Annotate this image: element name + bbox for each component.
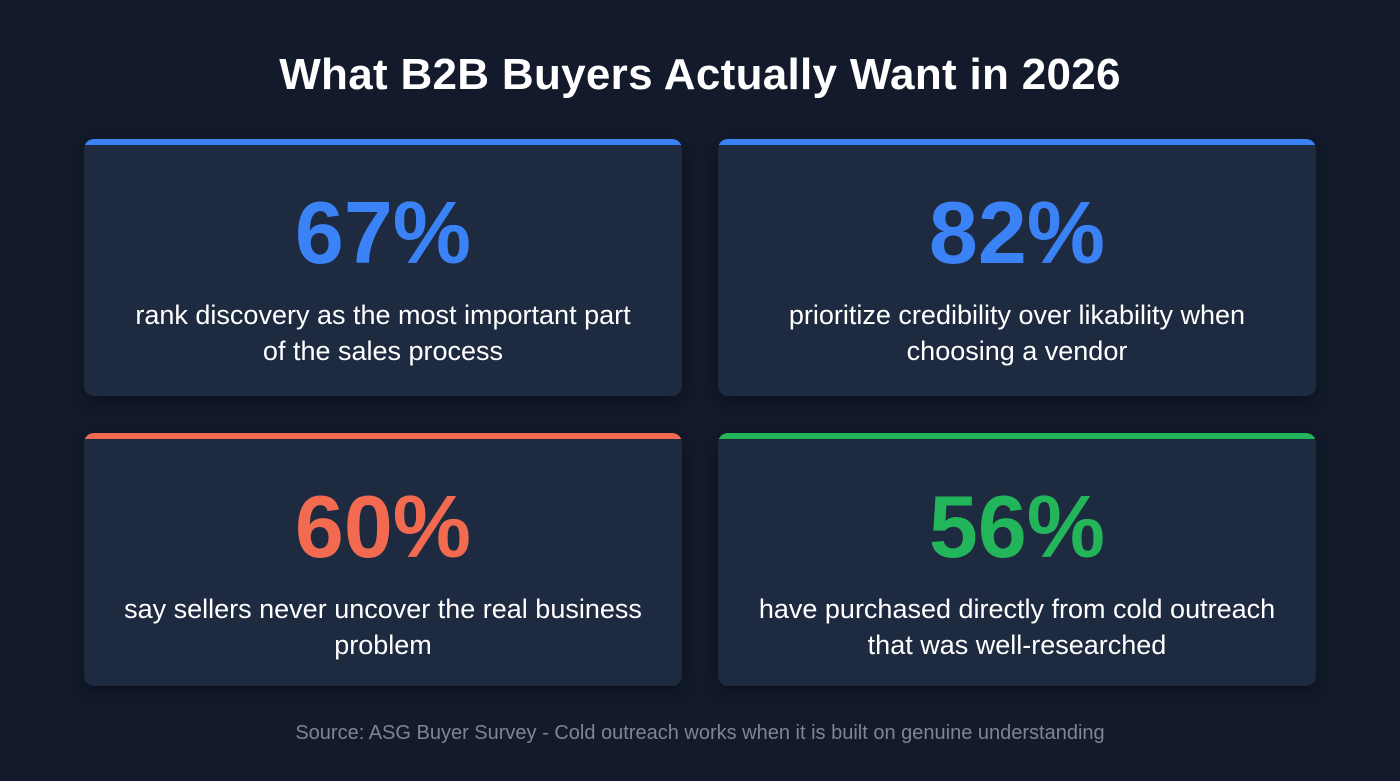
page-title: What B2B Buyers Actually Want in 2026 xyxy=(279,50,1121,99)
card-accent-bar xyxy=(84,139,682,145)
stat-description: say sellers never uncover the real busin… xyxy=(124,594,642,660)
stat-value: 67% xyxy=(294,183,472,282)
stat-card-credibility: 82% prioritize credibility over likabili… xyxy=(718,139,1316,396)
stat-description: rank discovery as the most important par… xyxy=(135,300,631,366)
stat-card-discovery: 67% rank discovery as the most important… xyxy=(84,139,682,396)
stat-description: prioritize credibility over likability w… xyxy=(788,300,1246,366)
card-accent-bar xyxy=(718,433,1316,439)
source-note: Source: ASG Buyer Survey - Cold outreach… xyxy=(295,722,1105,744)
stat-description: have purchased directly from cold outrea… xyxy=(758,594,1276,660)
card-accent-bar xyxy=(84,433,682,439)
stat-value: 56% xyxy=(928,477,1106,576)
stat-card-business-problem: 60% say sellers never uncover the real b… xyxy=(84,433,682,686)
stat-value: 60% xyxy=(294,477,472,576)
stat-value: 82% xyxy=(928,183,1106,282)
stat-card-cold-outreach: 56% have purchased directly from cold ou… xyxy=(718,433,1316,686)
card-accent-bar xyxy=(718,139,1316,145)
